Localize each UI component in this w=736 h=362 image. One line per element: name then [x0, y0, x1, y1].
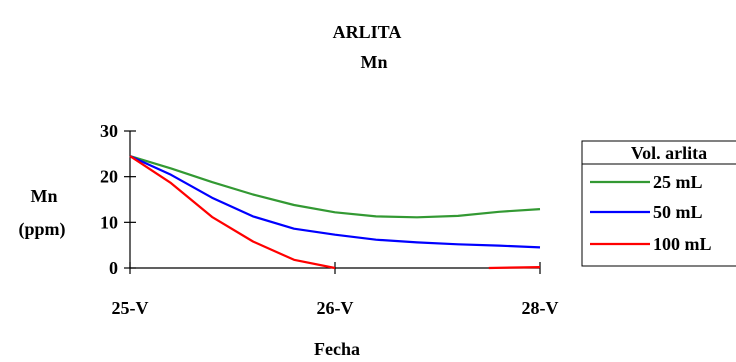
y-tick-label: 20: [100, 167, 118, 187]
chart-title: ARLITA: [333, 22, 402, 42]
legend: Vol. arlita 25 mL 50 mL 100 mL: [581, 140, 736, 267]
y-tick-label: 30: [100, 121, 118, 141]
y-axis-label-line2: (ppm): [18, 219, 65, 240]
legend-title: Vol. arlita: [631, 143, 707, 163]
y-tick-label: 0: [109, 258, 118, 278]
y-tick-label: 10: [100, 212, 118, 232]
y-axis-label-line1: Mn: [31, 186, 58, 206]
legend-entry-label: 25 mL: [653, 172, 703, 192]
x-tick-label: 26-V: [317, 298, 354, 318]
legend-entry-label: 50 mL: [653, 202, 703, 222]
legend-box: [581, 140, 736, 267]
chart-subtitle: Mn: [361, 52, 388, 72]
x-axis-label: Fecha: [314, 339, 360, 359]
x-tick-label: 28-V: [522, 298, 559, 318]
series-line: [129, 155, 541, 249]
axes: 0 10 20 30 25-V 26-V 28-V: [100, 121, 559, 318]
legend-entry-label: 100 mL: [653, 234, 712, 254]
series-line-segment: [488, 266, 541, 270]
series-layer: [129, 155, 541, 270]
x-tick-label: 25-V: [112, 298, 149, 318]
series-line: [129, 155, 336, 270]
series-line: [129, 155, 541, 219]
